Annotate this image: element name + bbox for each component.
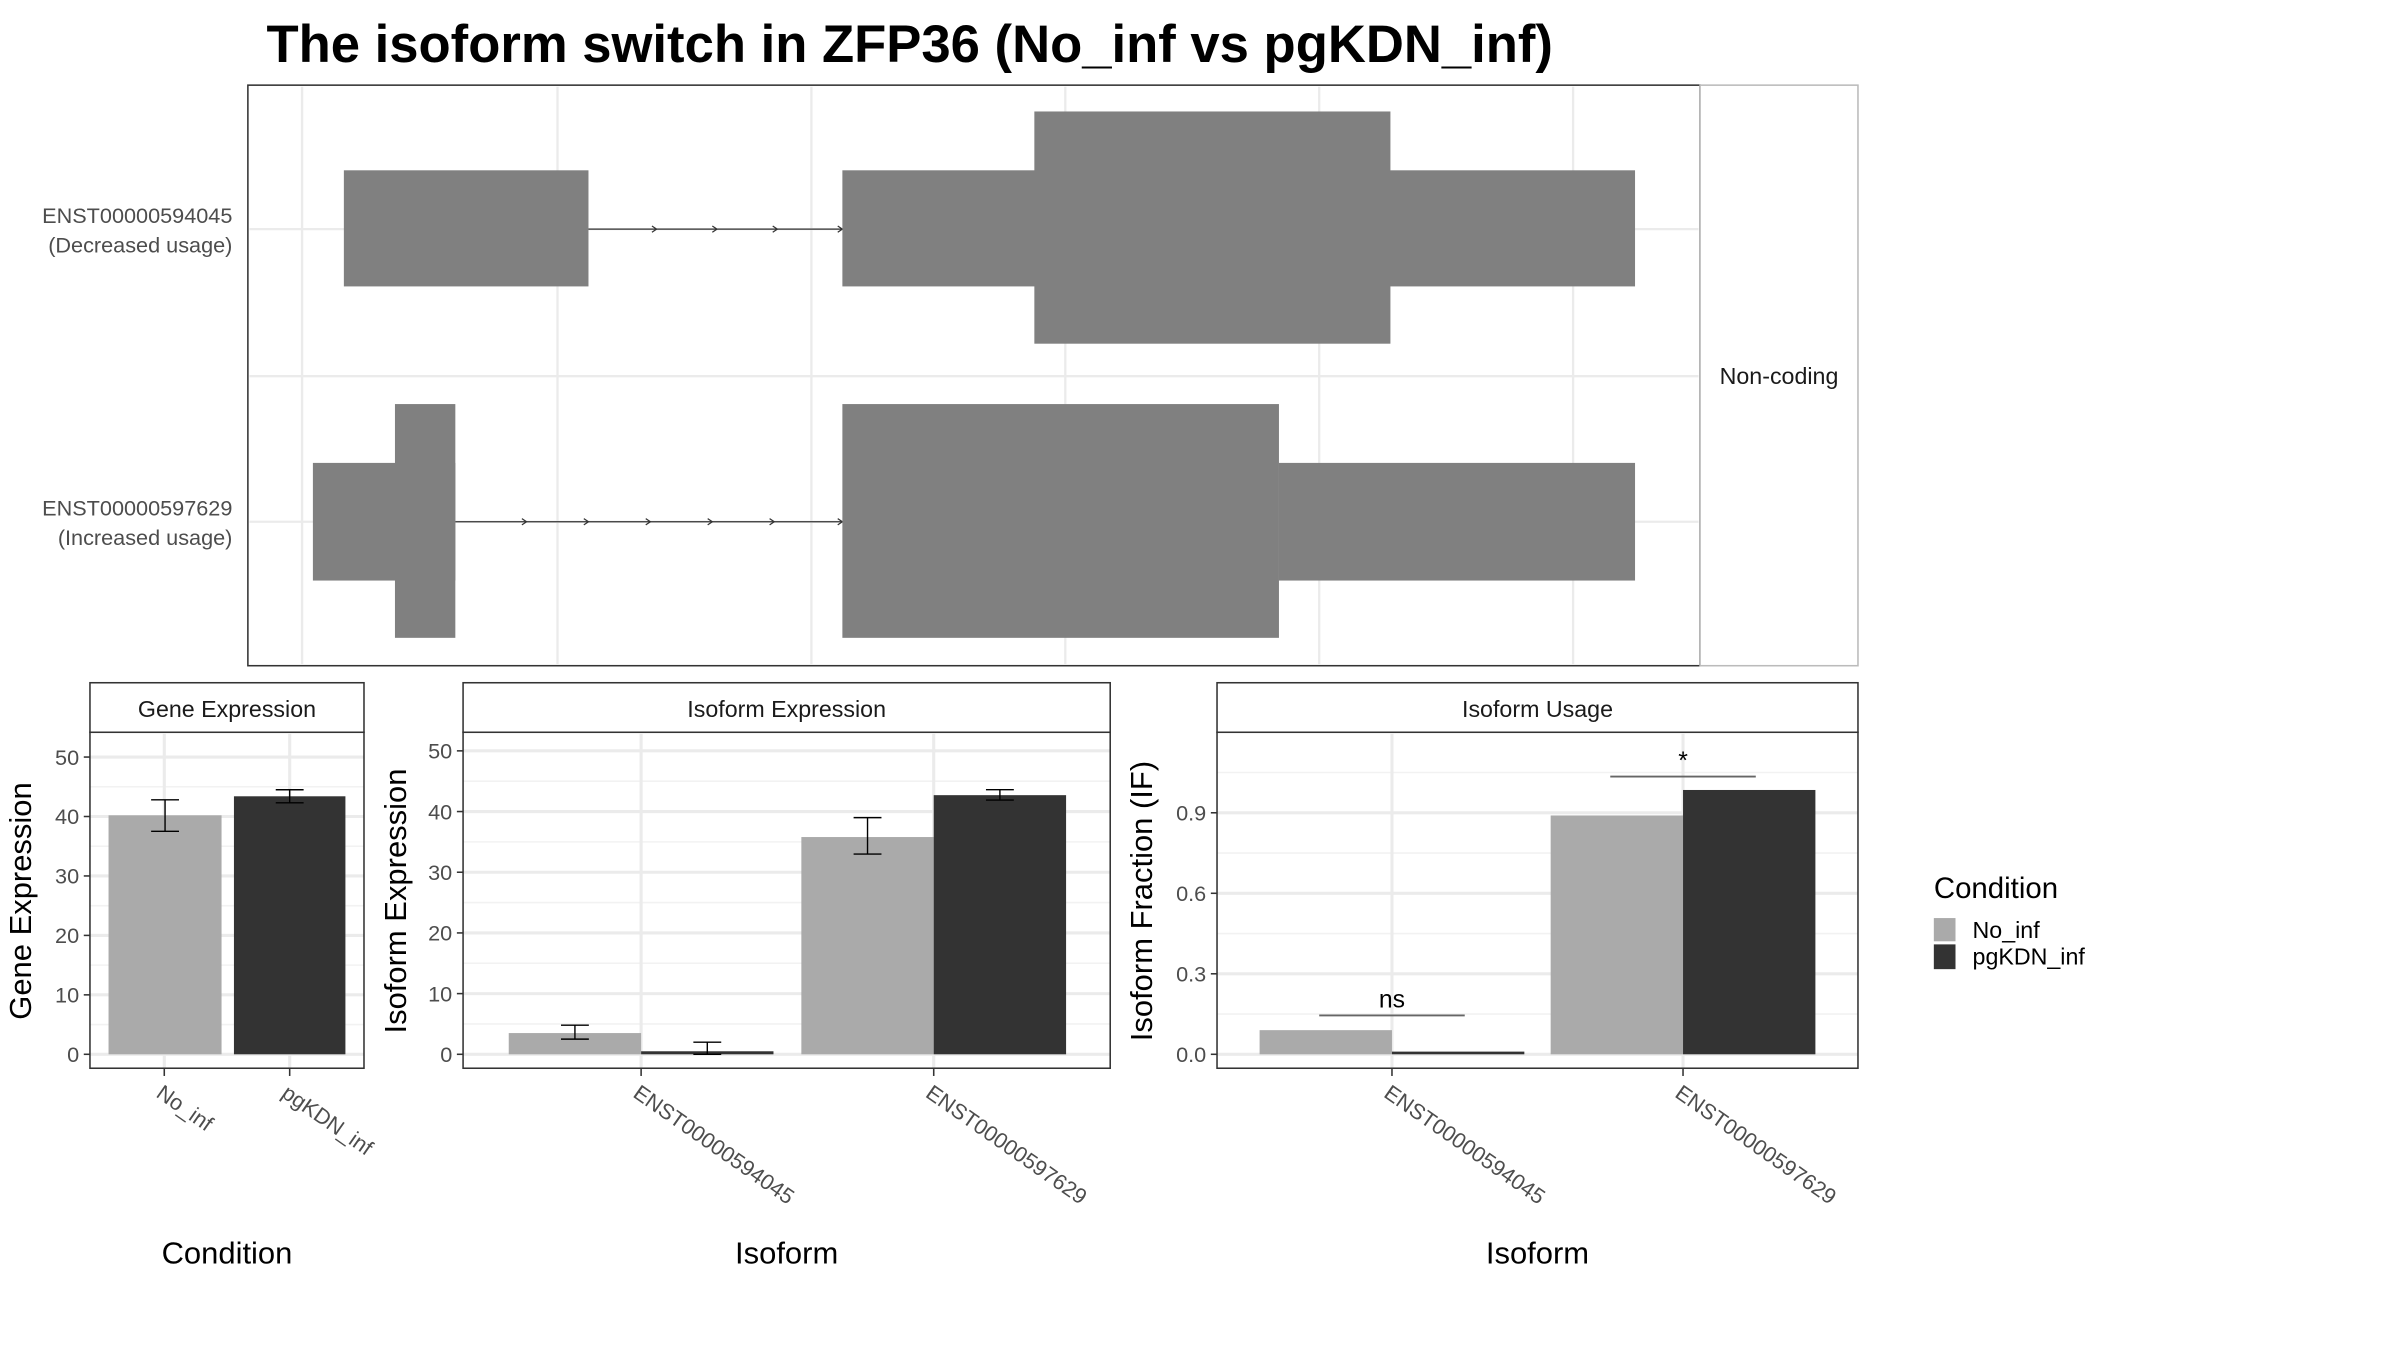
bar-no_inf (1550, 815, 1684, 1055)
y-tick-label: 0 (67, 1042, 79, 1067)
y-tick-label: 40 (55, 804, 79, 829)
panel-strip (89, 681, 365, 734)
transcript-usage-note: (Increased usage) (58, 525, 233, 550)
x-tick-label: ENST00000594045 (1380, 1080, 1550, 1210)
legend: Condition No_inf pgKDN_inf (1933, 872, 2086, 970)
intron-arrow (583, 518, 590, 526)
legend-key-pgkdn-inf (1933, 944, 1956, 970)
x-tick-label: No_inf (152, 1080, 218, 1137)
exon (1034, 111, 1391, 344)
x-tick-label: ENST00000597629 (922, 1080, 1092, 1210)
y-tick-label: 20 (55, 923, 79, 948)
y-tick-label: 0.0 (1176, 1042, 1206, 1067)
intron-arrow (707, 518, 714, 526)
x-axis-title: Condition (162, 1235, 293, 1270)
transcript-label: ENST00000597629 (42, 496, 232, 521)
intron-arrow (651, 225, 658, 233)
intron-arrow (769, 518, 776, 526)
panel-isoform-expression: Isoform Expression 0 10 20 30 40 50 ENST0000059… (378, 681, 1111, 1270)
panel-title: Gene Expression (138, 696, 316, 722)
figure-title: The isoform switch in ZFP36 (No_inf vs p… (266, 15, 1553, 74)
y-tick-label: 20 (428, 921, 452, 946)
panel-title: Isoform Expression (687, 696, 886, 722)
legend-key-no-inf (1933, 918, 1956, 942)
y-axis-title: Gene Expression (3, 782, 38, 1019)
legend-label: pgKDN_inf (1973, 944, 2086, 970)
exon (842, 404, 1279, 638)
bar-no_inf (508, 1033, 642, 1055)
y-tick-label: 0 (440, 1042, 452, 1067)
panel-strip (462, 681, 1111, 734)
intron-arrow (711, 225, 719, 233)
y-axis-title: Isoform Fraction (IF) (1124, 761, 1159, 1041)
y-tick-label: 0.9 (1176, 801, 1206, 826)
y-tick-label: 10 (428, 981, 452, 1006)
error-bar (985, 789, 1014, 801)
panel-border (89, 731, 365, 1070)
strip-label-noncoding: Non-coding (1720, 363, 1839, 389)
panel-border (462, 731, 1111, 1070)
x-tick-label: ENST00000597629 (1671, 1080, 1841, 1210)
error-bar (151, 799, 179, 833)
transcript-label: ENST00000594045 (42, 203, 232, 228)
legend-title: Condition (1934, 872, 2058, 905)
exon (1278, 462, 1636, 581)
transcript-usage-note: (Decreased usage) (48, 232, 232, 257)
y-tick-label: 0.3 (1176, 962, 1206, 987)
exon (343, 170, 589, 287)
significance-label: * (1678, 748, 1688, 775)
x-axis-title: Isoform (1486, 1235, 1589, 1270)
y-tick-label: 50 (55, 745, 79, 770)
structure-strip (1699, 84, 1859, 667)
y-tick-label: 50 (428, 739, 452, 764)
x-axis-title: Isoform (735, 1235, 838, 1270)
transcript-structure-panel: Non-coding ENST00000594045 (Decreased us… (42, 84, 1859, 667)
bar-no_inf (108, 815, 222, 1055)
bar-pgkdn_inf (1683, 789, 1816, 1055)
y-tick-label: 0.6 (1176, 881, 1206, 906)
y-axis-title: Isoform Expression (378, 769, 413, 1034)
bar-pgkdn_inf (233, 796, 346, 1055)
legend-label: No_inf (1973, 917, 2041, 943)
intron-arrow (772, 225, 779, 233)
exon (394, 404, 456, 638)
error-bar (853, 816, 882, 855)
intron-arrow (645, 518, 652, 526)
error-bar (560, 1024, 589, 1040)
y-tick-label: 10 (55, 983, 79, 1008)
bar-no_inf (801, 837, 934, 1055)
error-bar (693, 1041, 722, 1055)
y-tick-label: 30 (55, 864, 79, 889)
intron-arrow (521, 518, 528, 526)
y-tick-label: 40 (428, 799, 452, 824)
bar-no_inf (1259, 1030, 1392, 1055)
y-tick-label: 30 (428, 860, 452, 885)
panel-isoform-usage: Isoform Usage 0.0 0.3 0.6 0.9 ns * ENST00000594… (1124, 681, 1859, 1270)
error-bar (275, 789, 304, 804)
significance-label: ns (1379, 987, 1405, 1014)
panel-border (1216, 731, 1859, 1070)
panel-gene-expression: Gene Expression 0 10 20 30 40 50 No_inf pgKDN_in… (3, 681, 379, 1270)
x-tick-label: ENST00000594045 (629, 1080, 799, 1210)
x-tick-label: pgKDN_inf (278, 1080, 379, 1161)
bar-pgkdn_inf (933, 795, 1067, 1055)
bar-pgkdn_inf (1391, 1051, 1525, 1055)
panel-title: Isoform Usage (1462, 696, 1613, 722)
